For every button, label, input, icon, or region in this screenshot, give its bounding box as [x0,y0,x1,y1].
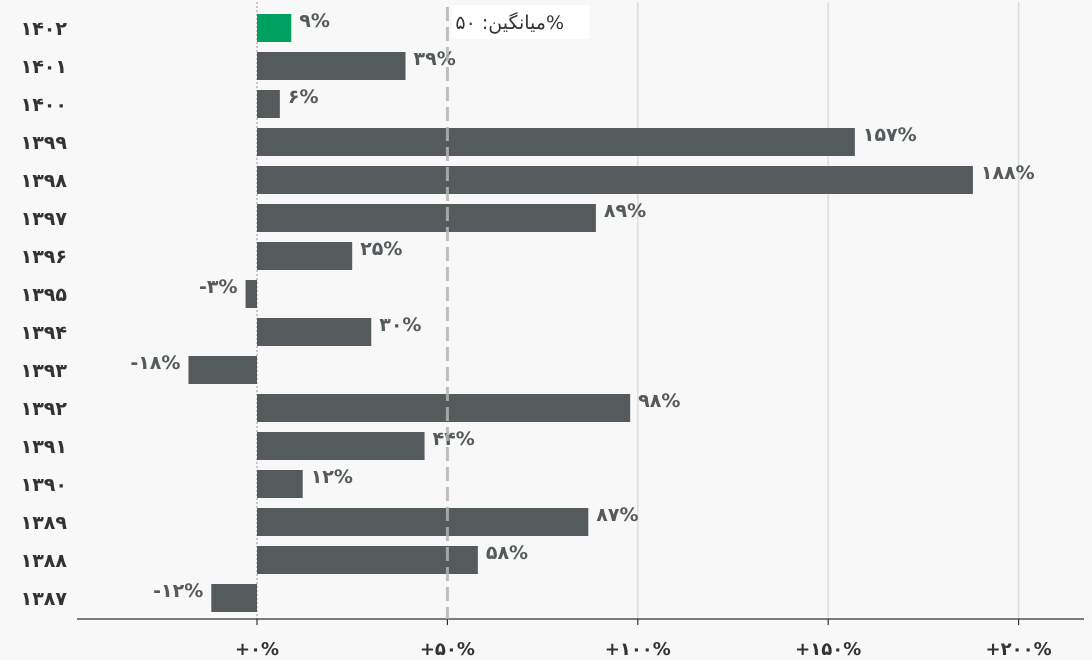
bar-12 [257,470,303,498]
value-label-15: -۱۲% [153,580,203,602]
bar-5 [257,204,596,232]
category-label-4: ۱۳۹۸ [21,170,68,192]
x-tick-label-100: +۱۰۰% [605,639,671,660]
category-label-5: ۱۳۹۷ [21,208,68,230]
category-label-6: ۱۳۹۶ [21,246,67,268]
category-label-9: ۱۳۹۳ [21,360,68,382]
value-label-12: ۱۲% [311,466,353,488]
bar-14 [257,546,478,574]
value-label-4: ۱۸۸% [981,162,1035,184]
x-tick-label-200: +۲۰۰% [986,639,1052,660]
category-label-0: ۱۴۰۲ [21,18,68,40]
bar-7 [245,280,257,308]
value-label-8: ۳۰% [379,314,421,336]
bar-4 [257,166,973,194]
value-label-1: ۳۹% [414,48,456,70]
bar-9 [188,356,257,384]
bar-6 [257,242,353,270]
bar-2 [257,90,280,118]
x-tick-label-150: +۱۵۰% [795,639,861,660]
value-label-6: ۲۵% [360,238,402,260]
category-label-7: ۱۳۹۵ [21,284,68,306]
category-label-13: ۱۳۸۹ [21,512,68,534]
bar-15 [211,584,257,612]
value-label-10: ۹۸% [638,390,680,412]
value-label-0: ۹% [299,10,330,32]
bar-13 [257,508,589,536]
average-label: میانگین: ۵۰% [455,11,564,34]
category-label-10: ۱۳۹۲ [21,398,68,420]
bar-3 [257,128,855,156]
value-label-2: ۶% [288,86,319,108]
average-label-box [451,5,590,39]
value-label-11: ۴۴% [433,428,475,450]
category-label-14: ۱۳۸۸ [21,550,68,572]
bar-1 [257,52,406,80]
bar-10 [257,394,631,422]
category-label-1: ۱۴۰۱ [21,56,67,78]
bar-8 [257,318,372,346]
value-label-14: ۵۸% [486,542,528,564]
value-label-7: -۳% [199,276,238,298]
value-label-9: -۱۸% [130,352,180,374]
x-tick-label-50: +۵۰% [420,639,475,660]
value-label-3: ۱۵۷% [863,124,917,146]
bar-11 [257,432,425,460]
category-label-15: ۱۳۸۷ [21,588,68,610]
value-label-5: ۸۹% [604,200,646,222]
category-label-8: ۱۳۹۴ [21,322,67,344]
value-label-13: ۸۷% [596,504,638,526]
category-label-12: ۱۳۹۰ [21,474,67,496]
category-label-2: ۱۴۰۰ [21,94,67,116]
x-tick-label-0: +۰% [235,639,279,660]
bar-0 [257,14,292,42]
category-label-11: ۱۳۹۱ [21,436,67,458]
category-label-3: ۱۳۹۹ [21,132,68,154]
